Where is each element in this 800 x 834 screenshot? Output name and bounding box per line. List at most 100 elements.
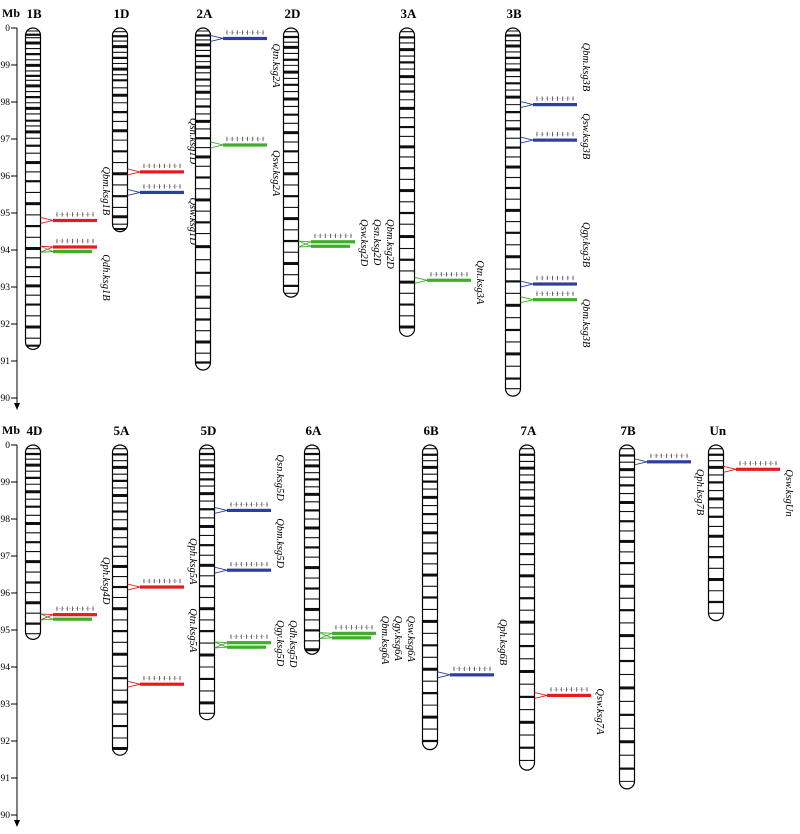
qtl-connector [298, 245, 312, 248]
qtl-connector [634, 458, 648, 463]
qtl-bar [140, 190, 184, 195]
qtl-connector [298, 240, 312, 247]
qtl-connector [520, 136, 534, 141]
axis-unit-label: Mb [2, 6, 20, 20]
row-2: Mb 0 99 198 297 396 495 594 693 792 891 990 4D Qph.ks… [0, 423, 794, 827]
axis-unit-label: Mb [2, 423, 20, 437]
qtl-connector [214, 641, 228, 648]
qtl-connector [40, 613, 54, 616]
qtl-connector [127, 586, 141, 591]
qtl-Qbm.ksg1B: Qbm.ksg1B [40, 166, 111, 224]
qtl-connector [214, 506, 228, 511]
qtl-connector [210, 35, 224, 39]
chromosome-name: 2D [285, 6, 301, 21]
chromosome-name: 6B [424, 423, 440, 438]
qtl-connector [127, 683, 141, 688]
qtl-label: Qsn.ksg1D [187, 118, 198, 165]
qtl-label: Qtn.ksg3A [474, 260, 485, 305]
qtl-label: Qgy.ksg5D [274, 620, 285, 667]
qtl-Qbm.ksg3B: Qbm.ksg3B [520, 43, 591, 109]
chromosome-fill [619, 445, 635, 789]
chromosome-Un: Un Qsw.ksgUn [707, 423, 794, 622]
chromosome-1D: 1D Qsn.ksg1D Qsw.ksg1D [111, 6, 198, 245]
qtl-label: Qtn.ksg2A [270, 43, 281, 88]
qtl-Qgy.ksg5D: Qgy.ksg5D Qdh.ksg5D [214, 620, 298, 668]
qtl-bar [533, 298, 577, 302]
qtl-bar [53, 245, 97, 249]
qtl-connector [210, 141, 224, 146]
chromosome-1B: 1B Qbm.ksg1B Qdh.ksg1B [24, 6, 111, 351]
qtl-label: Qsw.ksgUn [783, 469, 794, 516]
qtl-bar [427, 278, 471, 282]
axis-arrow [14, 820, 20, 827]
mb-axis: Mb 0 99 198 297 396 495 594 693 792 891 990 [0, 6, 20, 410]
qtl-connector [534, 691, 548, 696]
axis-tick-label: 693 [0, 700, 10, 710]
qtl-bar [227, 508, 271, 513]
qtl-bar [227, 641, 271, 645]
qtl-connector [210, 38, 224, 42]
chromosome-name: 4D [27, 423, 43, 438]
chromosome-fill [519, 445, 535, 771]
qtl-connector [723, 465, 737, 470]
axis-tick-label: 495 [0, 209, 10, 219]
qtl-connector [127, 680, 141, 685]
chromosome-name: 7A [521, 423, 538, 438]
qtl-connector [520, 139, 534, 144]
qtl-bar [533, 282, 577, 286]
qtl-connector [127, 192, 141, 196]
chromosome-outline [24, 444, 42, 640]
qtl-Qbm.ksg6A: Qbm.ksg6A Qgy.ksg6A Qsw.ksg6A [319, 616, 416, 665]
qtl-Qtn.ksg3A: Qtn.ksg3A [414, 260, 485, 305]
qtl-connector [437, 671, 451, 676]
qtl-label: Qsn.ksg5D [274, 454, 285, 501]
chromosome-7A: 7A Qsw.ksg7A [518, 423, 605, 771]
qtl-bar [227, 645, 266, 649]
qtl-label: Qsw.ksg7A [594, 688, 605, 735]
qtl-label: Qsw.ksg2D [358, 219, 369, 267]
qtl-connector [214, 641, 228, 644]
qtl-connector [40, 217, 54, 221]
axis-tick-label: 792 [0, 737, 10, 747]
chromosome-bands [304, 448, 320, 652]
qtl-label: Qbm.ksg6A [379, 616, 390, 665]
qtl-connector [437, 674, 451, 679]
qtl-connector [214, 646, 228, 649]
qtl-connector [319, 632, 333, 640]
qtl-label: Qdh.ksg1B [100, 254, 111, 301]
chromosome-outline [194, 27, 212, 371]
chromosome-2A: 2A Qtn.ksg2A Qsw.ksg2A [194, 6, 281, 371]
qtl-label: Qbm.ksg3B [580, 299, 591, 348]
qtl-label: Qsw.ksg1D [187, 197, 198, 245]
qtl-Qgy.ksg3B: Qgy.ksg3B [520, 222, 591, 288]
axis-tick-label: 99 [1, 61, 11, 71]
qtl-label: Qph.ksg6B [497, 619, 508, 666]
qtl-bar [227, 568, 271, 572]
axis-tick-label: 990 [0, 394, 10, 404]
qtl-Qtn.ksg5A: Qtn.ksg5A [127, 608, 198, 688]
axis-tick-label: 396 [0, 172, 10, 182]
qtl-bar [647, 460, 691, 464]
qtl-bar [53, 249, 92, 254]
qtl-connector [298, 240, 312, 243]
qtl-connector [127, 171, 141, 176]
qtl-label: Qgy.ksg6A [392, 616, 403, 662]
qtl-bar [450, 673, 494, 677]
qtl-connector [319, 632, 333, 639]
chromosome-outline [282, 27, 300, 298]
qtl-connector [520, 280, 534, 285]
qtl-Qtn.ksg2A: Qtn.ksg2A [210, 30, 281, 88]
chromosome-outline [111, 27, 129, 233]
chromosome-outline [421, 444, 439, 751]
qtl-Qbm.ksg5D: Qbm.ksg5D [214, 518, 285, 574]
qtl-Qsw.ksgUn: Qsw.ksgUn [723, 461, 794, 517]
qtl-Qsw.ksg3B: Qsw.ksg3B [520, 113, 591, 160]
chromosome-name: 7B [621, 423, 637, 438]
qtl-connector [214, 642, 228, 649]
qtl-Qbm.ksg3B: Qbm.ksg3B [520, 291, 591, 348]
qtl-label: Qtn.ksg5A [187, 608, 198, 653]
qtl-connector [40, 613, 54, 620]
qtl-Qsn.ksg1D: Qsn.ksg1D [127, 118, 198, 176]
